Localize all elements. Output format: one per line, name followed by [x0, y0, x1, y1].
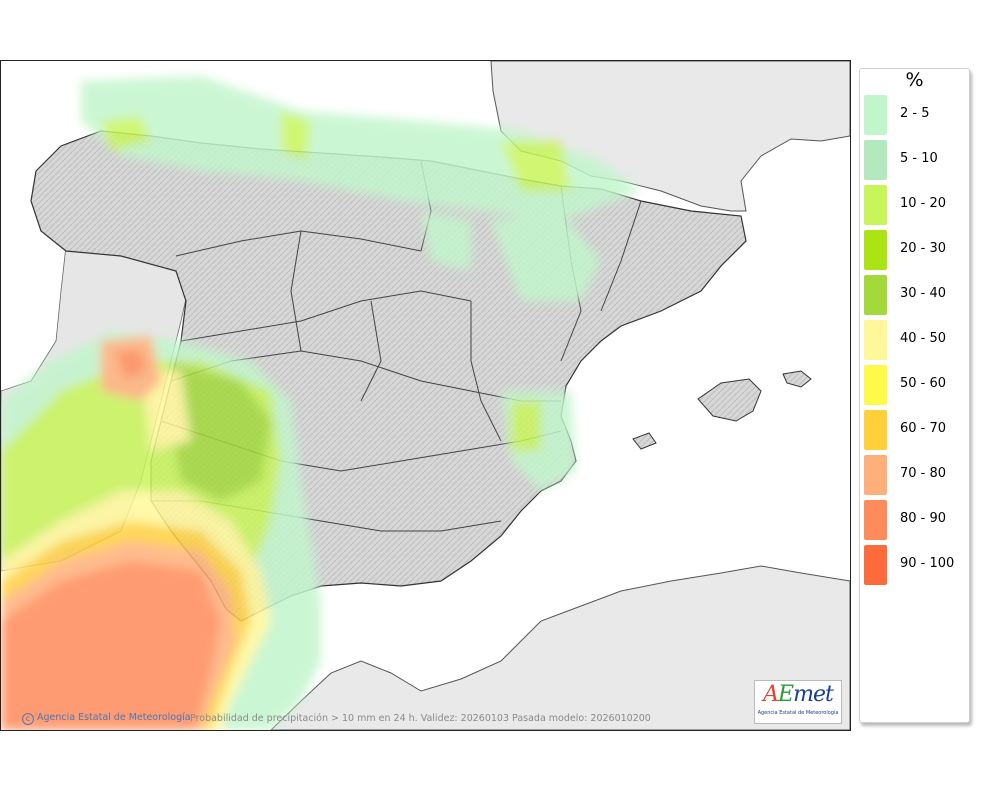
north-africa-land [270, 565, 850, 730]
legend-label: 5 - 10 [900, 151, 938, 166]
probability-overlay [1, 76, 641, 730]
legend-swatch [864, 230, 887, 270]
legend-swatch [864, 410, 887, 450]
legend-item: 60 - 70 [864, 410, 964, 450]
precipitation-map [0, 60, 851, 731]
legend-label: 80 - 90 [900, 511, 947, 526]
mallorca [697, 378, 762, 422]
legend-item: 70 - 80 [864, 455, 964, 495]
aemet-logo: AEmet Agencia Estatal de Meteorología [754, 680, 842, 724]
legend-label: 70 - 80 [900, 466, 947, 481]
legend-label: 50 - 60 [900, 376, 947, 391]
legend-label: 90 - 100 [900, 556, 955, 571]
legend-swatch [864, 500, 887, 540]
legend-swatch [864, 320, 887, 360]
aemet-logo-subtitle: Agencia Estatal de Meteorología [757, 710, 839, 716]
aemet-logo-mark: AEmet [763, 682, 834, 707]
legend-label: 30 - 40 [900, 286, 947, 301]
legend-label: 10 - 20 [900, 196, 947, 211]
ibiza [632, 432, 657, 450]
menorca [782, 370, 812, 388]
legend-swatch [864, 95, 887, 135]
legend-item: 5 - 10 [864, 140, 964, 180]
legend-label: 2 - 5 [900, 106, 930, 121]
legend-item: 20 - 30 [864, 230, 964, 270]
legend-item: 40 - 50 [864, 320, 964, 360]
legend-label: 40 - 50 [900, 331, 947, 346]
legend-item: 80 - 90 [864, 500, 964, 540]
legend-item: 10 - 20 [864, 185, 964, 225]
legend-unit: % [905, 69, 924, 91]
legend-swatch [864, 365, 887, 405]
legend-item: 90 - 100 [864, 545, 964, 585]
agency-credit-text: Agencia Estatal de Meteorología [37, 712, 191, 723]
legend: % 2 - 5 5 - 10 10 - 20 20 - 30 30 - 40 40 - 5… [859, 68, 970, 723]
legend-label: 20 - 30 [900, 241, 947, 256]
legend-swatch [864, 140, 887, 180]
legend-item: 50 - 60 [864, 365, 964, 405]
legend-item: 30 - 40 [864, 275, 964, 315]
legend-swatch [864, 185, 887, 225]
legend-label: 60 - 70 [900, 421, 947, 436]
map-caption: Probabilidad de precipitación > 10 mm en… [190, 713, 651, 724]
agency-credit: c Agencia Estatal de Meteorología [22, 712, 191, 725]
copyright-icon: c [22, 713, 34, 725]
legend-swatch [864, 545, 887, 585]
legend-swatch [864, 455, 887, 495]
legend-swatch [864, 275, 887, 315]
legend-item: 2 - 5 [864, 95, 964, 135]
